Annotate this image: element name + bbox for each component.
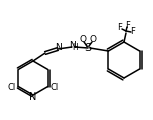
Text: Cl: Cl bbox=[7, 83, 15, 92]
Text: N: N bbox=[29, 91, 37, 102]
Text: Cl: Cl bbox=[51, 83, 59, 92]
Text: F: F bbox=[131, 27, 135, 36]
Text: H: H bbox=[73, 44, 78, 53]
Text: F: F bbox=[118, 24, 122, 33]
Text: O: O bbox=[80, 36, 86, 45]
Text: N: N bbox=[56, 42, 62, 51]
Text: F: F bbox=[126, 21, 131, 30]
Text: O: O bbox=[90, 36, 97, 45]
Text: N: N bbox=[70, 42, 76, 51]
Text: S: S bbox=[84, 43, 91, 53]
